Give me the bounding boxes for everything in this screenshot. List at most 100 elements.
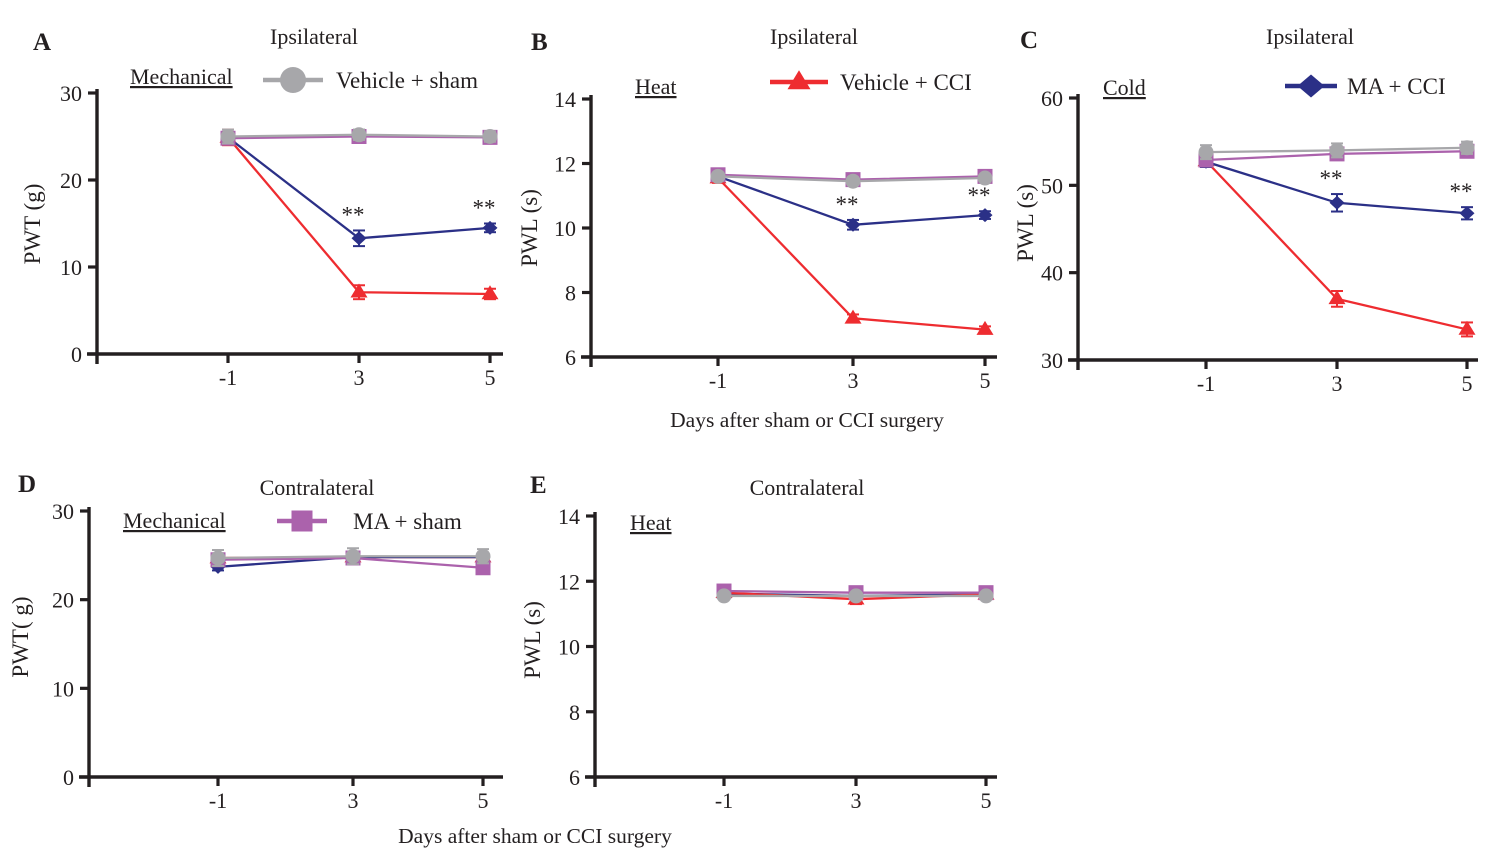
modality-label: Mechanical bbox=[123, 508, 226, 533]
panel-letter: D bbox=[18, 471, 36, 498]
x-tick-label: -1 bbox=[209, 788, 227, 813]
marker-ma_cci bbox=[977, 208, 993, 223]
modality-label: Heat bbox=[635, 74, 677, 99]
marker-ma_cci bbox=[845, 217, 861, 232]
marker-ma_cci bbox=[482, 220, 498, 235]
marker-vehicle_sham bbox=[848, 588, 864, 604]
marker-vehicle_sham bbox=[475, 548, 491, 564]
legend-label: Vehicle + sham bbox=[336, 68, 478, 93]
legend-marker-diamond bbox=[1297, 74, 1325, 98]
y-tick-label: 0 bbox=[71, 342, 82, 367]
panel-E-chart: 6 8 10 12 14 -1 3 5 E Contralateral Heat PWL (s) bbox=[520, 472, 997, 813]
marker-vehicle_sham bbox=[716, 588, 732, 604]
y-tick-label: 10 bbox=[558, 635, 580, 660]
marker-vehicle_sham bbox=[1459, 140, 1475, 156]
y-axis-title: PWL (s) bbox=[520, 601, 545, 679]
marker-vehicle_cci bbox=[481, 285, 499, 300]
x-tick-label: 5 bbox=[1462, 371, 1473, 396]
marker-ma_cci bbox=[1459, 206, 1475, 221]
marker-vehicle_sham bbox=[210, 550, 226, 566]
panel-title: Contralateral bbox=[750, 475, 865, 500]
marker-vehicle_cci bbox=[976, 320, 994, 335]
x-tick-label: -1 bbox=[219, 365, 237, 390]
marker-vehicle_sham bbox=[845, 173, 861, 189]
y-tick-label: 20 bbox=[52, 588, 74, 613]
panel-D-chart: 0 10 20 30 -1 3 5 D Contralateral Mechanical PWT( … bbox=[8, 471, 503, 813]
y-tick-label: 60 bbox=[1041, 86, 1063, 111]
marker-vehicle_cci bbox=[1328, 290, 1346, 305]
marker-vehicle_sham bbox=[1198, 144, 1214, 160]
legend-label: MA + sham bbox=[353, 509, 462, 534]
y-tick-label: 10 bbox=[554, 216, 576, 241]
x-tick-label: 3 bbox=[848, 368, 859, 393]
y-axis-title: PWT (g) bbox=[20, 184, 45, 265]
y-tick-label: 30 bbox=[1041, 348, 1063, 373]
significance-label: ** bbox=[1450, 179, 1473, 204]
x-tick-label: 3 bbox=[348, 788, 359, 813]
marker-vehicle_sham bbox=[710, 168, 726, 184]
x-tick-label: 3 bbox=[1332, 371, 1343, 396]
x-tick-label: 5 bbox=[478, 788, 489, 813]
panel-title: Contralateral bbox=[260, 475, 375, 500]
y-axis-title: PWL (s) bbox=[1013, 184, 1038, 262]
significance-label: ** bbox=[836, 192, 859, 217]
marker-vehicle_cci bbox=[350, 283, 368, 298]
panel-letter: A bbox=[33, 29, 51, 56]
panel-title: Ipsilateral bbox=[1266, 24, 1354, 49]
marker-vehicle_sham bbox=[482, 129, 498, 144]
x-tick-label: -1 bbox=[1197, 371, 1215, 396]
legend-marker-circle bbox=[280, 67, 306, 93]
y-tick-label: 20 bbox=[60, 168, 82, 193]
marker-vehicle_sham bbox=[978, 588, 994, 604]
panel-title: Ipsilateral bbox=[270, 24, 358, 49]
panel-A-chart: 0 10 20 30 -1 3 5 ** ** A Ipsilateral Mechanical PWT… bbox=[20, 24, 503, 390]
panel-C-chart: 30 40 50 60 -1 3 5 ** ** C Ipsilateral Cold PWL (s) M… bbox=[1013, 24, 1478, 396]
y-tick-label: 10 bbox=[52, 676, 74, 701]
marker-ma_cci bbox=[351, 231, 367, 246]
marker-vehicle_sham bbox=[977, 170, 993, 186]
marker-vehicle_cci bbox=[844, 309, 862, 324]
y-tick-label: 0 bbox=[63, 765, 74, 790]
x-tick-label: 3 bbox=[354, 365, 365, 390]
x-tick-label: 5 bbox=[980, 368, 991, 393]
y-tick-label: 50 bbox=[1041, 173, 1063, 198]
y-tick-label: 30 bbox=[52, 499, 74, 524]
significance-label: ** bbox=[342, 202, 365, 227]
y-tick-label: 14 bbox=[554, 87, 576, 112]
panel-letter: B bbox=[531, 29, 548, 56]
y-tick-label: 6 bbox=[569, 765, 580, 790]
significance-label: ** bbox=[473, 196, 496, 221]
y-tick-label: 30 bbox=[60, 81, 82, 106]
x-axis-title: Days after sham or CCI surgery bbox=[670, 408, 944, 432]
y-tick-label: 6 bbox=[565, 345, 576, 370]
y-axis-title: PWL (s) bbox=[517, 189, 542, 267]
y-tick-label: 40 bbox=[1041, 261, 1063, 286]
y-tick-label: 8 bbox=[569, 700, 580, 725]
y-tick-label: 12 bbox=[554, 152, 576, 177]
marker-vehicle_sham bbox=[220, 129, 236, 144]
y-tick-label: 14 bbox=[558, 504, 580, 529]
marker-vehicle_sham bbox=[345, 548, 361, 564]
marker-vehicle_sham bbox=[1329, 142, 1345, 158]
marker-vehicle_sham bbox=[351, 127, 367, 143]
panel-letter: E bbox=[530, 472, 547, 499]
marker-ma_cci bbox=[1329, 195, 1345, 210]
significance-label: ** bbox=[1320, 166, 1343, 191]
y-tick-label: 8 bbox=[565, 281, 576, 306]
legend-marker-square bbox=[291, 510, 313, 532]
y-tick-label: 12 bbox=[558, 569, 580, 594]
significance-label: ** bbox=[968, 183, 991, 208]
panel-B-chart: 6 8 10 12 14 -1 3 5 ** ** B Ipsilateral Heat PWL (s) D… bbox=[517, 24, 997, 432]
marker-vehicle_cci bbox=[1458, 320, 1476, 335]
y-tick-label: 10 bbox=[60, 255, 82, 280]
x-tick-label: -1 bbox=[709, 368, 727, 393]
x-axis-title-bottom: Days after sham or CCI surgery bbox=[398, 824, 672, 848]
modality-label: Heat bbox=[630, 510, 672, 535]
panel-title: Ipsilateral bbox=[770, 24, 858, 49]
x-tick-label: 5 bbox=[485, 365, 496, 390]
panel-letter: C bbox=[1020, 27, 1038, 54]
modality-label: Cold bbox=[1103, 75, 1146, 100]
x-tick-label: 5 bbox=[981, 788, 992, 813]
y-axis-title: PWT( g) bbox=[8, 596, 33, 677]
